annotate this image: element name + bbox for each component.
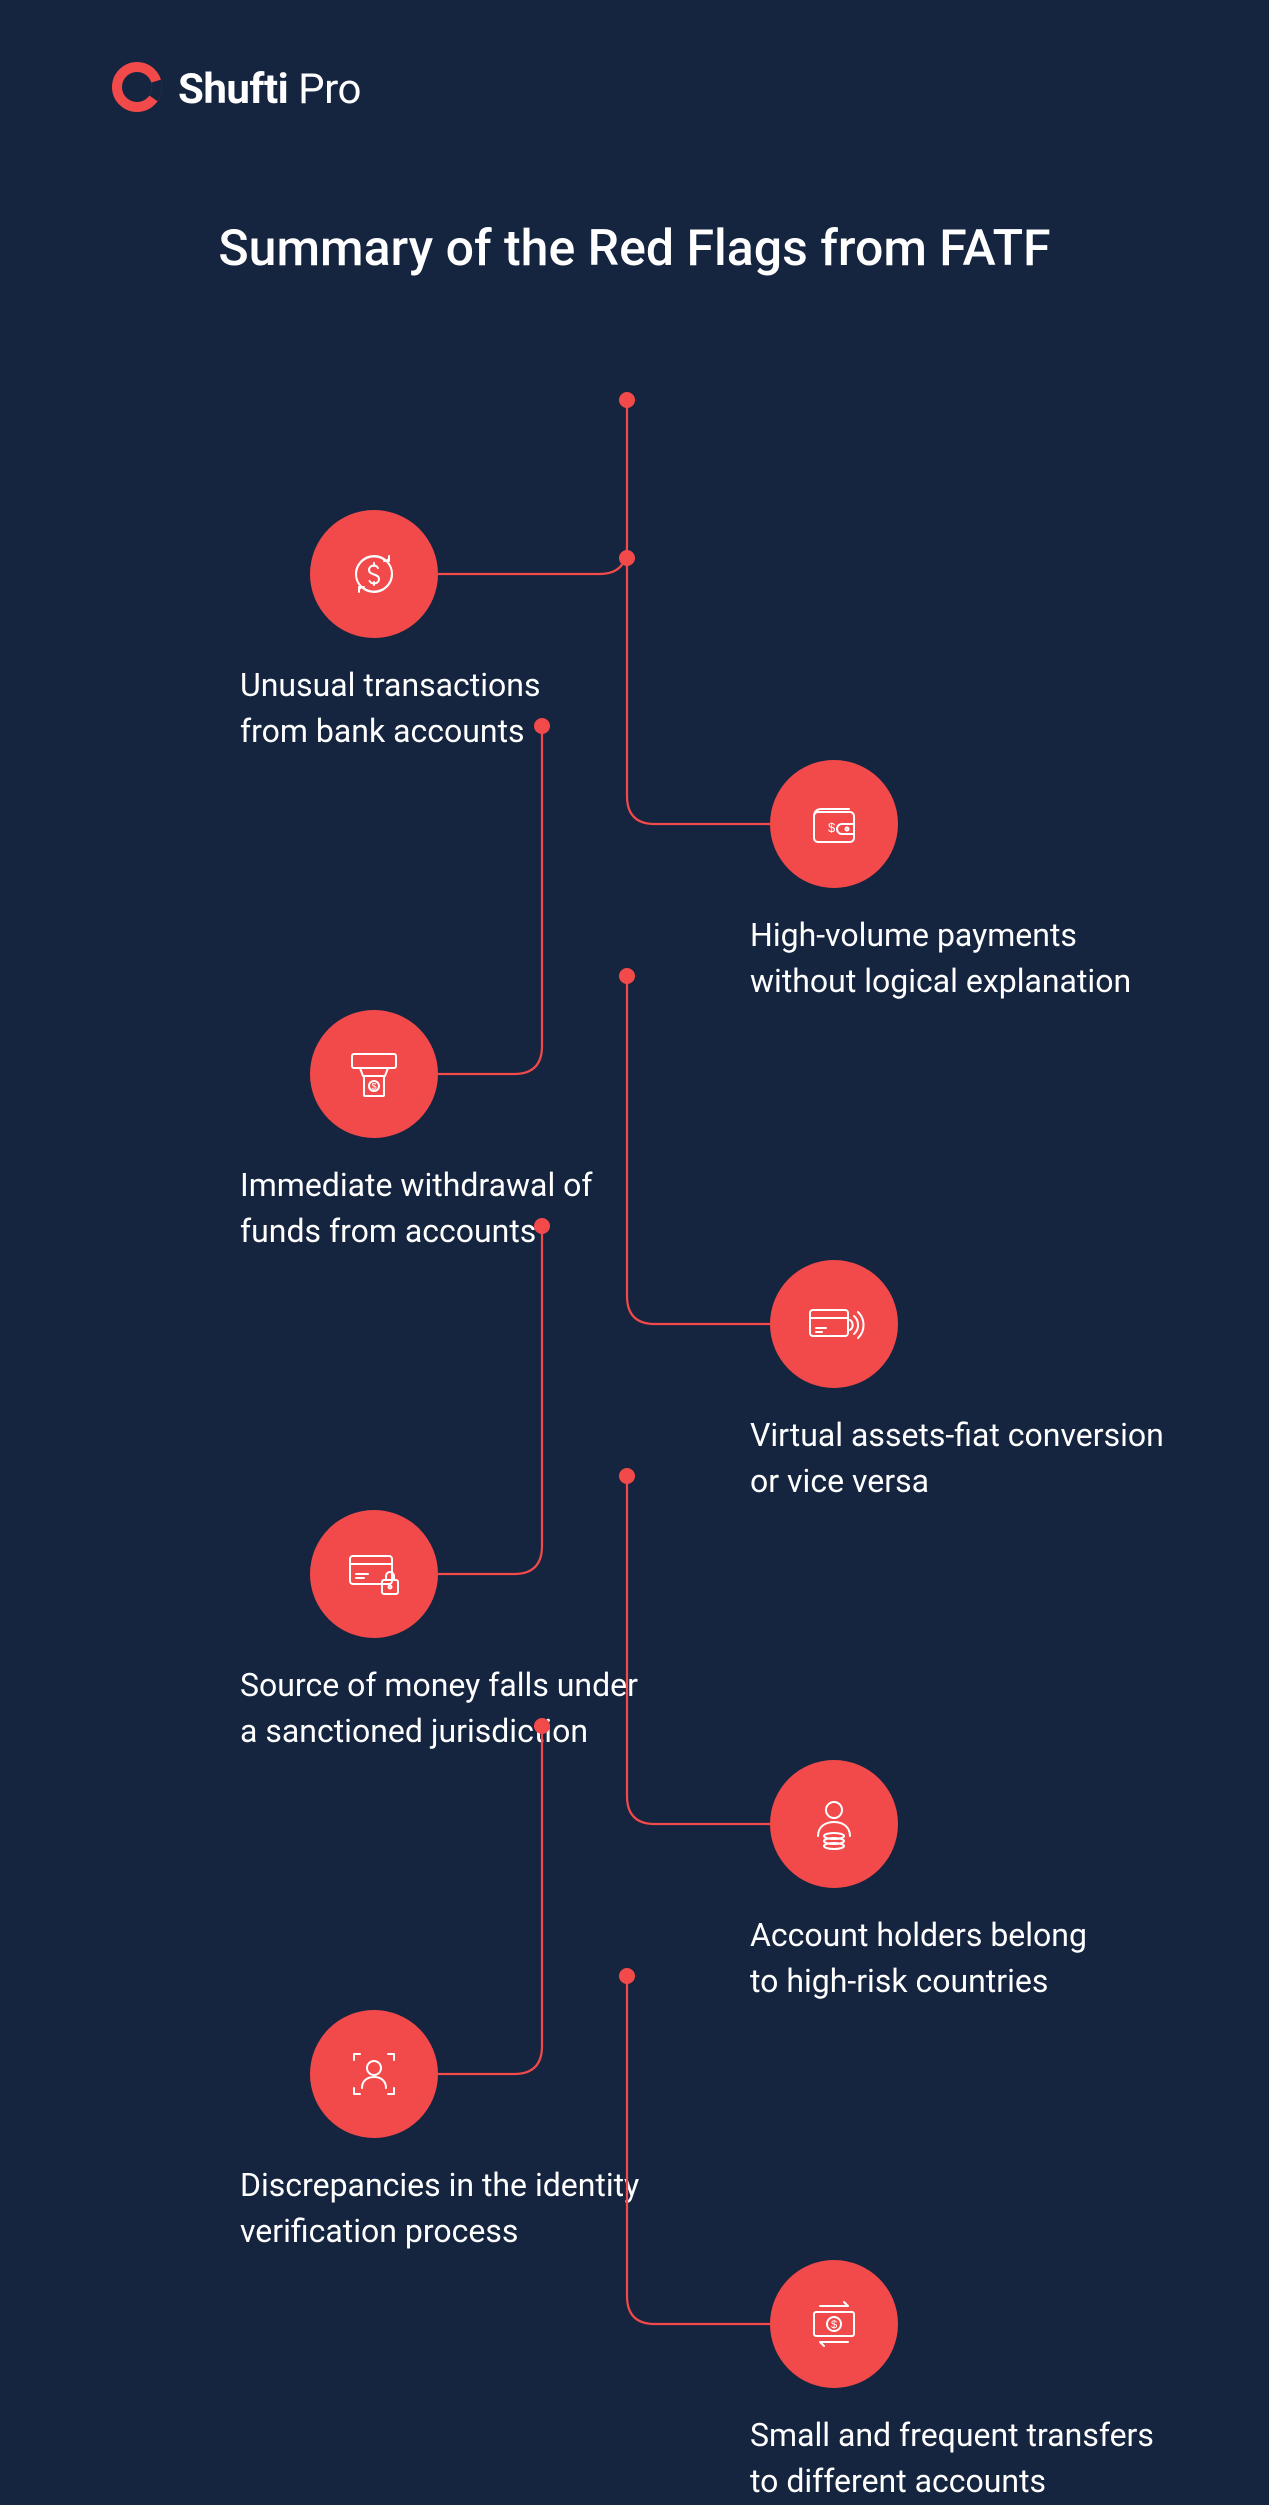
page-title: Summary of the Red Flags from FATF bbox=[0, 220, 1269, 278]
flag-node-icon: $ bbox=[770, 2260, 898, 2388]
transfer-dollar-icon: $ bbox=[802, 2292, 866, 2356]
timeline-diagram: Unusual transactions from bank accounts$… bbox=[0, 380, 1269, 2400]
connector-line bbox=[0, 380, 1269, 2480]
brand-name: Shufti Pro bbox=[178, 65, 361, 114]
flag-node-label: Small and frequent transfers to differen… bbox=[750, 2412, 1190, 2505]
brand-logo: Shufti Pro bbox=[110, 60, 361, 118]
logo-ring-icon bbox=[110, 60, 164, 118]
svg-text:$: $ bbox=[831, 2319, 837, 2331]
